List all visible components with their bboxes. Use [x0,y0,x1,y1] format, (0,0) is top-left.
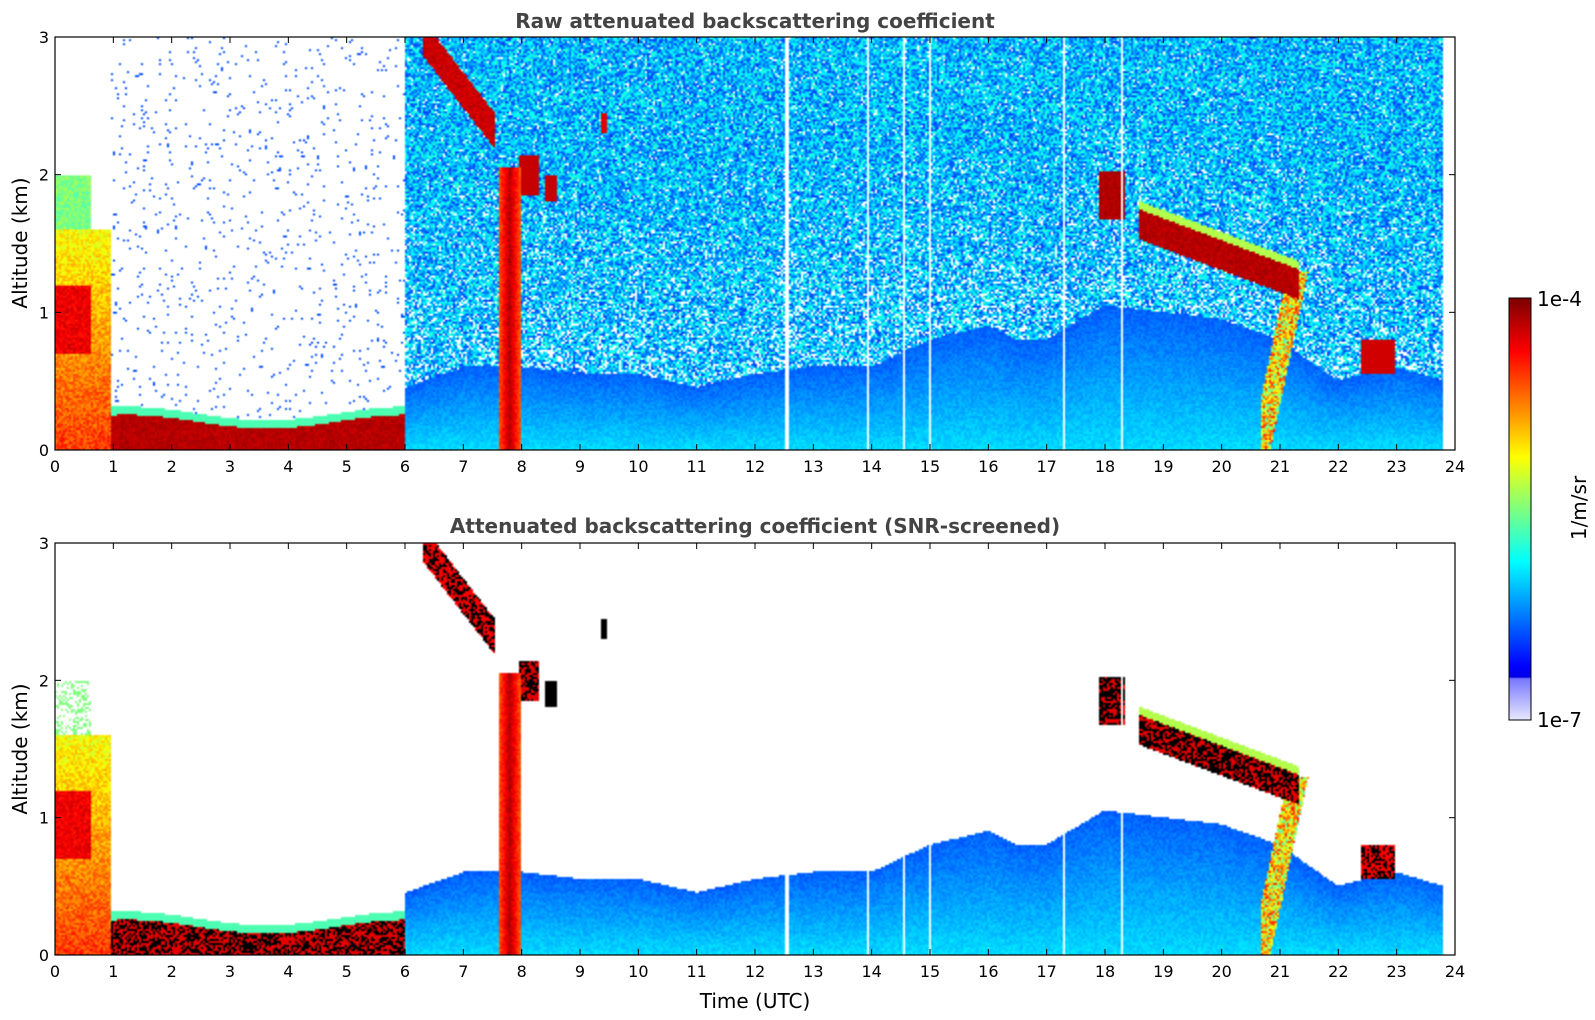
x-tick-label: 8 [517,962,527,981]
x-tick-label: 5 [342,962,352,981]
x-tick-label: 11 [686,962,706,981]
x-tick-label: 15 [920,962,940,981]
x-tick-label: 20 [1211,962,1231,981]
y-tick-label: 1 [39,303,49,322]
ylabel-raw: Altitude (km) [8,177,32,308]
x-tick-label: 16 [978,457,998,476]
axis-ticks-screened: 0 1 2 3 4 5 6 7 8 9 10 11 12 13 14 15 16 17 18 19 20 21 22 23 24… [39,534,1465,981]
x-tick-label: 18 [1095,457,1115,476]
x-tick-label: 24 [1445,457,1465,476]
xlabel-time: Time (UTC) [699,989,811,1013]
x-tick-label: 17 [1036,457,1056,476]
x-tick-label: 2 [167,962,177,981]
x-tick-label: 1 [108,962,118,981]
x-tick-label: 21 [1270,457,1290,476]
y-tick-label: 0 [39,441,49,460]
colorbar-min-label: 1e-7 [1537,708,1582,732]
x-tick-label: 23 [1386,457,1406,476]
colorbar-frame [1508,297,1532,721]
x-tick-label: 18 [1095,962,1115,981]
x-tick-label: 14 [861,962,881,981]
x-tick-label: 1 [108,457,118,476]
x-tick-label: 17 [1036,962,1056,981]
x-tick-label: 22 [1328,962,1348,981]
x-tick-label: 6 [400,457,410,476]
x-tick-label: 4 [283,962,293,981]
x-tick-label: 8 [517,457,527,476]
y-tick-label: 2 [39,671,49,690]
screened-backscatter-heatmap [55,543,1455,955]
y-tick-label: 0 [39,946,49,965]
x-tick-label: 20 [1211,457,1231,476]
x-tick-label: 2 [167,457,177,476]
x-tick-label: 9 [575,962,585,981]
x-tick-label: 24 [1445,962,1465,981]
x-tick-label: 23 [1386,962,1406,981]
y-tick-label: 1 [39,809,49,828]
x-tick-label: 19 [1153,962,1173,981]
colorbar-gradient [1509,298,1531,720]
x-tick-label: 11 [686,457,706,476]
y-tick-label: 3 [39,28,49,47]
x-tick-label: 6 [400,962,410,981]
x-tick-label: 5 [342,457,352,476]
colorbar-max-label: 1e-4 [1537,287,1582,311]
x-tick-label: 4 [283,457,293,476]
x-tick-label: 7 [458,962,468,981]
x-tick-label: 0 [50,457,60,476]
colorbar: 1e-4 1e-7 1/m/sr [1508,287,1591,732]
x-tick-label: 13 [803,457,823,476]
y-tick-label: 3 [39,534,49,553]
x-tick-label: 3 [225,457,235,476]
axis-ticks-raw: 0 1 2 3 4 5 6 7 8 9 10 11 12 13 14 15 16 17 18 19 20 21 22 23 24… [39,28,1465,476]
x-tick-label: 3 [225,962,235,981]
x-tick-label: 12 [745,962,765,981]
y-tick-label: 2 [39,166,49,185]
x-tick-label: 14 [861,457,881,476]
x-tick-label: 21 [1270,962,1290,981]
ylabel-screened: Altitude (km) [8,683,32,814]
screened-backscatter-panel: Attenuated backscattering coefficient (S… [8,514,1465,1013]
x-tick-label: 15 [920,457,940,476]
x-tick-label: 16 [978,962,998,981]
raw-backscatter-heatmap [55,37,1455,450]
colorbar-unit-label: 1/m/sr [1567,475,1591,540]
x-tick-label: 7 [458,457,468,476]
x-tick-label: 13 [803,962,823,981]
panel-title-raw: Raw attenuated backscattering coefficien… [515,9,995,33]
x-tick-label: 19 [1153,457,1173,476]
x-tick-label: 0 [50,962,60,981]
raw-backscatter-panel: Raw attenuated backscattering coefficien… [8,9,1465,476]
x-tick-label: 22 [1328,457,1348,476]
x-tick-label: 12 [745,457,765,476]
x-tick-label: 10 [628,962,648,981]
panel-title-screened: Attenuated backscattering coefficient (S… [450,514,1060,538]
x-tick-label: 10 [628,457,648,476]
x-tick-label: 9 [575,457,585,476]
